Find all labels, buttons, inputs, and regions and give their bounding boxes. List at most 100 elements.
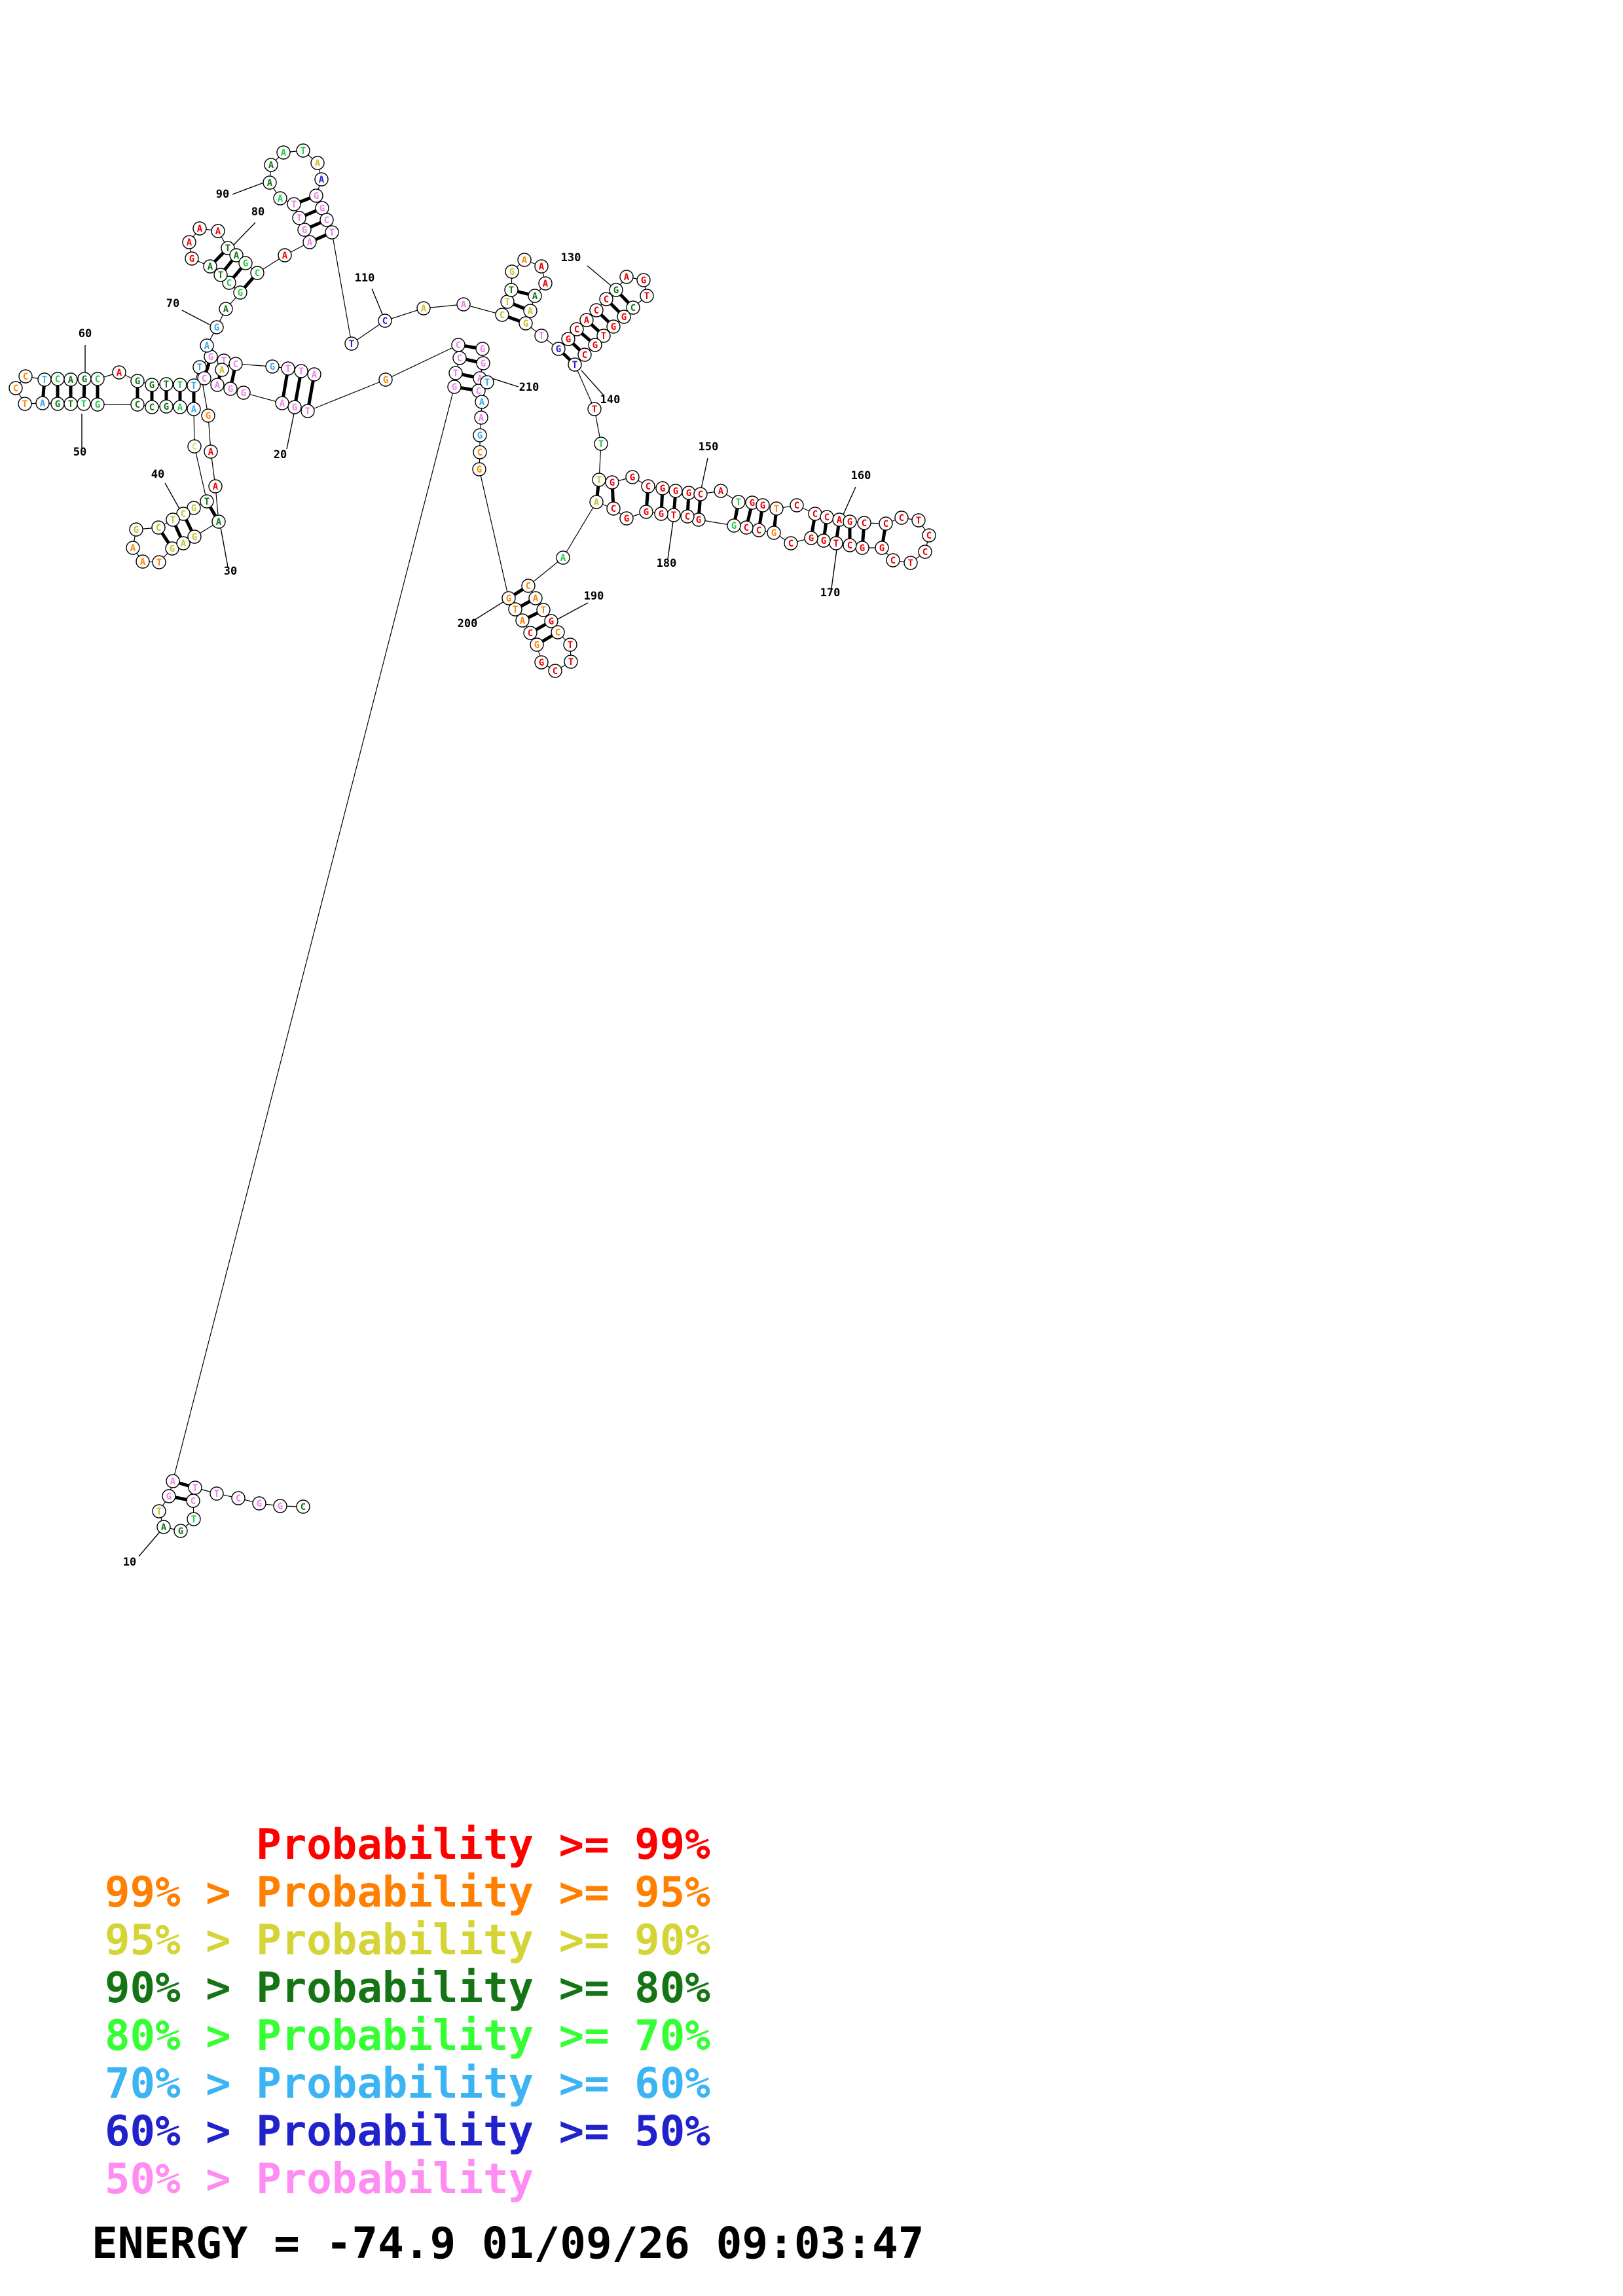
nucleotide-circle	[294, 364, 308, 378]
nucleotide-base: T	[191, 1515, 196, 1525]
nucleotide-base: T	[568, 657, 574, 668]
nucleotide-base: T	[68, 399, 73, 410]
nucleotide-circle	[626, 300, 640, 315]
position-label: 190	[584, 590, 604, 603]
legend-row: 90% > Probability >= 80%	[105, 1964, 710, 2013]
position-leader-line	[164, 482, 181, 511]
nucleotide-circle	[187, 378, 201, 393]
nucleotide-base: T	[170, 515, 175, 526]
nucleotide-circle	[654, 507, 668, 521]
nucleotide-circle	[528, 591, 543, 605]
nucleotide-circle	[655, 481, 670, 495]
nucleotide-base: A	[130, 543, 136, 554]
nucleotide-base: T	[177, 380, 183, 391]
energy-text: ENERGY = -74.9 01/09/26 09:03:47	[92, 2218, 924, 2269]
nucleotide-circle	[784, 536, 798, 550]
nucleotide-circle	[564, 655, 578, 669]
nucleotide-base: C	[794, 501, 799, 511]
nucleotide-base: G	[641, 276, 646, 286]
nucleotide-circle	[200, 494, 214, 509]
backbone-segment	[385, 344, 459, 380]
position-leader-line	[371, 288, 383, 315]
nucleotide-base: T	[329, 228, 335, 238]
nucleotide-circle	[857, 516, 871, 530]
nucleotide-circle	[228, 357, 243, 371]
nucleotide-base: T	[601, 331, 606, 342]
nucleotide-circle	[563, 637, 577, 652]
nucleotide-circle	[173, 378, 187, 392]
nucleotide-circle	[275, 396, 289, 410]
nucleotide-circle	[714, 484, 728, 498]
nucleotide-base: G	[208, 352, 213, 363]
nucleotide-circle	[176, 536, 191, 550]
nucleotide-base: G	[302, 225, 307, 236]
nucleotide-circle	[211, 514, 226, 529]
nucleotide-base: T	[453, 368, 458, 379]
nucleotide-circle	[731, 495, 746, 509]
nucleotide-base: G	[452, 382, 457, 393]
nucleotide-circle	[287, 197, 301, 211]
nucleotide-circle	[210, 378, 225, 392]
nucleotide-base: C	[500, 310, 505, 321]
nucleotide-base: G	[241, 388, 246, 399]
nucleotide-base: C	[604, 295, 609, 305]
nucleotide-base: A	[282, 251, 288, 261]
nucleotide-circle	[273, 191, 287, 206]
nucleotide-base: A	[319, 175, 325, 185]
nucleotide-base: G	[166, 1492, 172, 1502]
nucleotide-circle	[641, 479, 655, 493]
nucleotide-base: G	[480, 344, 485, 355]
nucleotide-circle	[211, 224, 225, 238]
nucleotide-base: C	[233, 359, 238, 370]
nucleotide-circle	[173, 400, 187, 414]
nucleotide-circle	[233, 285, 247, 300]
position-label: 210	[519, 381, 539, 394]
nucleotide-circle	[200, 338, 214, 353]
nucleotide-circle	[186, 1494, 200, 1508]
nucleotide-base: G	[55, 399, 60, 410]
nucleotide-circle	[231, 1491, 246, 1505]
nucleotide-base: G	[613, 285, 619, 296]
nucleotide-circle	[501, 591, 516, 605]
nucleotide-base: T	[305, 406, 310, 417]
nucleotide-circle	[203, 259, 217, 274]
nucleotide-circle	[18, 369, 33, 384]
nucleotide-base: A	[532, 291, 538, 302]
nucleotide-circle	[238, 256, 253, 270]
backbone-segment	[172, 386, 455, 1482]
nucleotide-circle	[480, 375, 494, 389]
nucleotide-base: C	[812, 509, 818, 520]
nucleotide-circle	[344, 336, 359, 351]
nucleotide-circle	[523, 304, 538, 318]
nucleotide-circle	[264, 158, 278, 172]
nucleotide-base: C	[611, 504, 616, 514]
nucleotide-circle	[129, 522, 143, 537]
nucleotide-base: C	[890, 556, 896, 566]
nucleotide-circle	[918, 545, 932, 559]
nucleotide-base: G	[686, 488, 691, 499]
position-label: 10	[123, 1556, 136, 1569]
nucleotide-circle	[136, 554, 150, 569]
nucleotide-base: G	[673, 486, 678, 497]
nucleotide-circle	[187, 501, 201, 515]
nucleotide-circle	[162, 1489, 176, 1503]
nucleotide-base: A	[543, 279, 549, 289]
nucleotide-base: G	[696, 515, 701, 526]
nucleotide-circle	[693, 487, 708, 501]
nucleotide-base: A	[584, 315, 590, 326]
position-label: 50	[73, 446, 86, 459]
nucleotide-base: T	[484, 378, 490, 388]
nucleotide-base: G	[164, 402, 169, 412]
nucleotide-circle	[504, 283, 519, 297]
nucleotide-circle	[319, 213, 334, 227]
nucleotide-circle	[879, 516, 893, 531]
nucleotide-circle	[804, 531, 818, 545]
nucleotide-base: T	[285, 364, 291, 374]
nucleotide-circle	[519, 316, 533, 331]
nucleotide-base: T	[225, 243, 230, 254]
nucleotide-base: T	[572, 360, 577, 370]
legend-row: 99% > Probability >= 95%	[105, 1869, 710, 1917]
position-label: 80	[251, 206, 264, 219]
nucleotide-circle	[680, 509, 695, 524]
nucleotide-base: G	[611, 322, 616, 332]
